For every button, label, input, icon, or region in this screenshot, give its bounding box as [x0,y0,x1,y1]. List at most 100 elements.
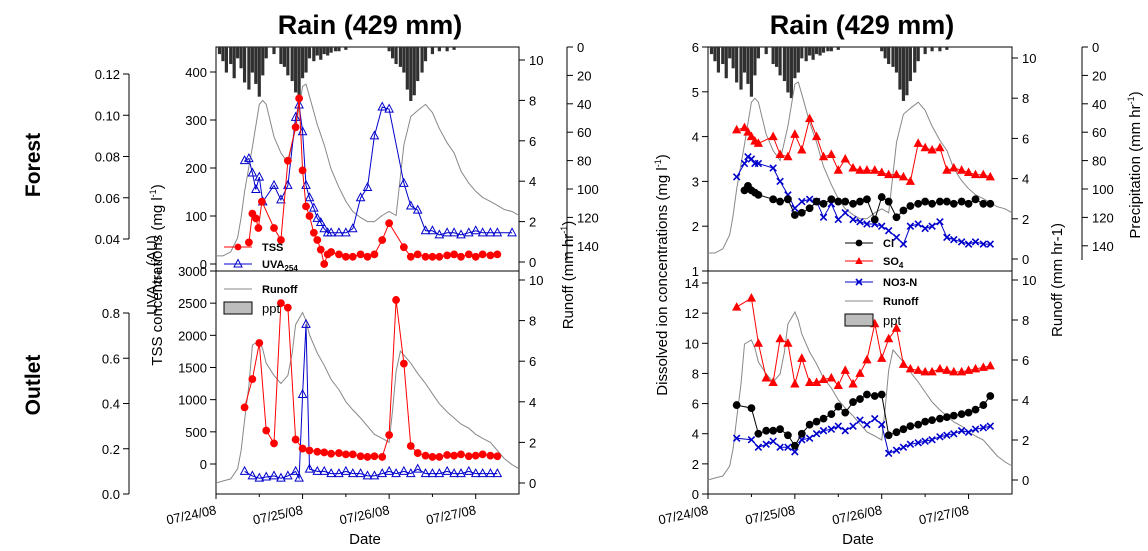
ppt-bar [923,47,927,55]
no3-point-series-point-stroke [841,208,849,217]
uva-point-series-point [319,223,330,233]
ppt-bar [786,47,790,93]
so4-point-series-point [956,366,967,376]
no3-point-series-point [877,222,886,230]
so4-point-series-point [898,359,909,368]
precip-axis-right-tick-label: 140 [1092,239,1114,254]
no3-point-series-point-stroke [740,159,749,168]
ppt-bar [398,47,402,67]
ppt-bar [391,47,395,59]
row-label-outlet: Outlet [22,355,45,416]
uva-point-series-point [377,101,388,111]
cl-point-series-point [776,197,784,206]
precip-axis-right-tick-label: 100 [1092,182,1114,197]
tss-point-series-point [493,452,502,461]
ppt-bar [412,47,416,96]
runoff-axis-right-forest-tick-label: 4 [1022,172,1029,187]
runoff-line [708,81,1013,254]
tss-point-series-point [464,452,473,461]
no3-point-series-point [841,208,849,217]
ppt-bar [344,47,348,50]
uva-axis-forest-tick-label: 0.08 [95,150,120,165]
ion-axis-outlet: 0 2 4 6 8 10 12 14 [685,276,709,502]
so4-point-series-point [753,338,764,347]
so4-point-series-point [811,377,822,386]
precip-axis-forest-tick-label: 100 [577,182,599,197]
tss-point-series-point [356,250,365,259]
ppt-bar [304,47,308,73]
tss-point-series-point [270,439,278,448]
date-left-label: Date [349,531,381,548]
cl-point-series-point [812,417,821,426]
tss-point-series-point [450,250,458,259]
runoff-axis-forest-tick-label: 2 [529,215,536,230]
cl-point-series-point [834,402,843,411]
uva-point-series-point [261,471,272,481]
x-tick-label: 07/24/08 [657,502,710,527]
tss-point-series-point [302,202,310,211]
no3-point-series-point-stroke [936,217,944,226]
tss-point-series-point [316,245,325,254]
cl-point-series-point [784,195,792,204]
cl-point-series-point [805,420,814,429]
so4-point-series-point [884,169,894,179]
so4-point-series-point [927,144,937,154]
tss-point-series-point [413,449,422,457]
no3-point-series-point-stroke [921,437,929,446]
so4-point-series-point [898,171,909,181]
uva-point-series-point [477,468,488,478]
ion-axis-outlet-tick-label: 8 [692,366,699,381]
ppt-bar [800,47,804,59]
uva-point-series-point [341,465,351,475]
tss-point-series-point [457,252,465,261]
no3-point-series-point-stroke [906,440,915,449]
so4-point-series-point [920,366,930,376]
ppt-bar [894,47,899,73]
tss-point-series-point [320,260,329,268]
so4-point-series-point [949,162,959,172]
ppt-bar [264,47,268,59]
cl-point-series-point [784,431,792,440]
ppt-bar [938,47,942,52]
tss-point-series-point [277,299,285,308]
tss-point-series-point [478,450,487,459]
cl-point-series-point [986,392,995,400]
ppt-bar [883,47,887,59]
ppt-bar [713,47,717,62]
uva-point-series-point [442,465,452,475]
no3-point-series-point [744,152,752,161]
no3-point-series-point [819,213,828,222]
ppt-bar [724,47,728,79]
tss-point-series-point [327,449,336,458]
ppt-bar [247,47,251,90]
uva-point-series-point [347,468,358,478]
no3-point-series-point-stroke [769,164,777,172]
so4-point-series-point [905,363,916,373]
no3-point-series-point [936,217,944,226]
uva-point-series-point [276,472,286,482]
tss-point-series-point [270,224,278,232]
no3-point-series-point [841,426,849,435]
tss-axis-forest-tick-label: 300 [185,113,207,128]
no3-point-series-point-stroke [776,177,784,186]
ppt-bar [326,47,330,56]
uva-axis-outlet-tick-label: 0.4 [102,397,120,412]
no3-point-series-point-stroke [943,431,951,439]
no3-point-series-point [834,422,843,430]
ion-axis-forest: 1 2 3 4 5 6 [692,40,709,279]
tss-axis-forest-tick-label: 0 [200,257,207,272]
runoff-axis-outlet-tick-label: 2 [529,435,536,450]
ppt-bar [739,47,743,90]
uva-axis-outlet-tick-label: 0.0 [102,487,120,502]
uva-point-series-point [304,192,315,202]
uva-point-series-point [297,388,308,398]
no3-point-series-point-stroke [849,215,857,224]
tss-point-series-point [291,435,300,444]
tss-point-series-point [385,431,394,439]
tss-point-series-point [341,252,350,261]
cl-point-series-point [827,410,836,419]
ppt-bar [764,47,768,55]
so4-point-series-point [743,127,753,136]
so4-point-series-point [768,131,778,141]
ppt-bar [329,47,333,53]
